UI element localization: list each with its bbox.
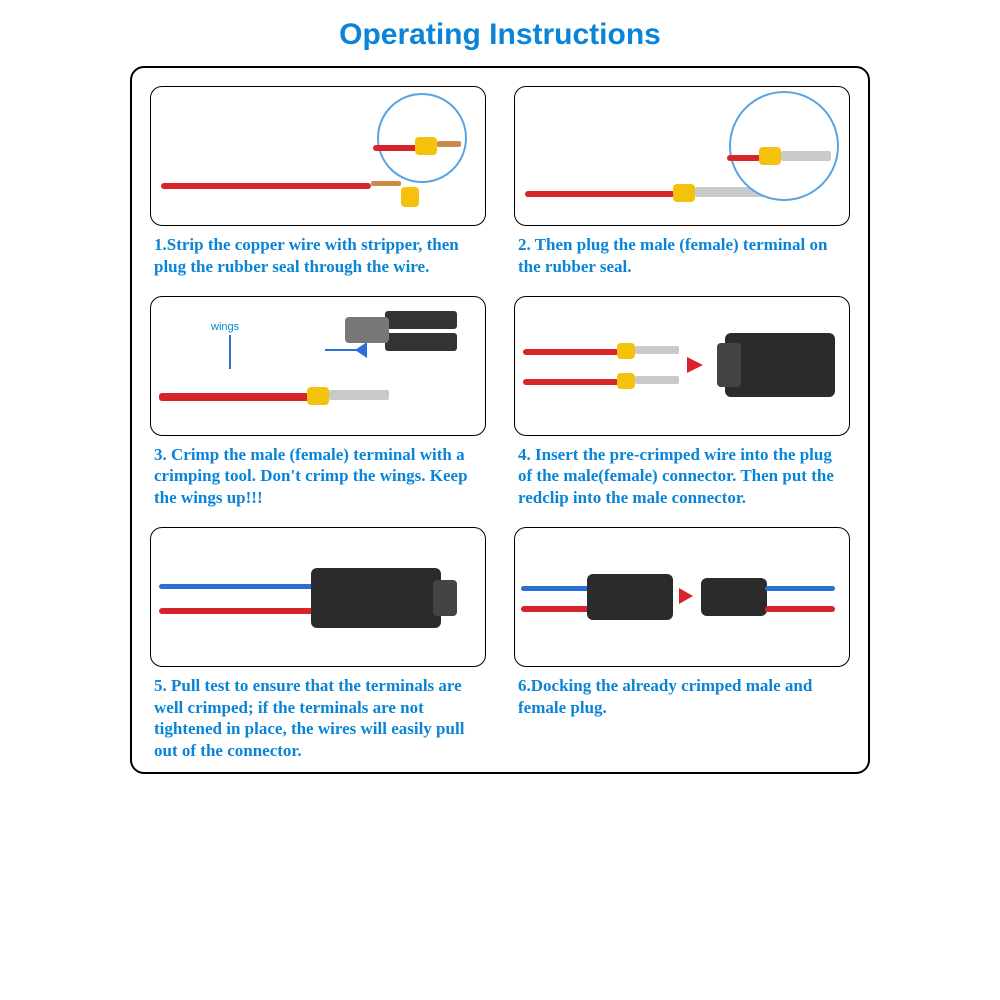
- wings-label: wings: [211, 321, 239, 333]
- step-2: 2. Then plug the male (female) terminal …: [514, 86, 850, 278]
- step-1-caption: 1.Strip the copper wire with stripper, t…: [150, 234, 486, 278]
- step-6-caption: 6.Docking the already crimped male and f…: [514, 675, 850, 719]
- step-3: wings 3. Crimp the male (female) termina…: [150, 296, 486, 509]
- instructions-frame: 1.Strip the copper wire with stripper, t…: [130, 66, 870, 774]
- step-4-caption: 4. Insert the pre-crimped wire into the …: [514, 444, 850, 509]
- page: Operating Instructions 1.Strip the coppe…: [0, 0, 1000, 1000]
- step-6: 6.Docking the already crimped male and f…: [514, 527, 850, 762]
- step-2-caption: 2. Then plug the male (female) terminal …: [514, 234, 850, 278]
- step-6-image: [514, 527, 850, 667]
- step-5: 5. Pull test to ensure that the terminal…: [150, 527, 486, 762]
- step-2-image: [514, 86, 850, 226]
- step-3-image: wings: [150, 296, 486, 436]
- step-5-image: [150, 527, 486, 667]
- step-4-image: [514, 296, 850, 436]
- step-1-image: [150, 86, 486, 226]
- step-5-caption: 5. Pull test to ensure that the terminal…: [150, 675, 486, 762]
- step-1: 1.Strip the copper wire with stripper, t…: [150, 86, 486, 278]
- page-title: Operating Instructions: [339, 18, 661, 52]
- step-4: 4. Insert the pre-crimped wire into the …: [514, 296, 850, 509]
- step-3-caption: 3. Crimp the male (female) terminal with…: [150, 444, 486, 509]
